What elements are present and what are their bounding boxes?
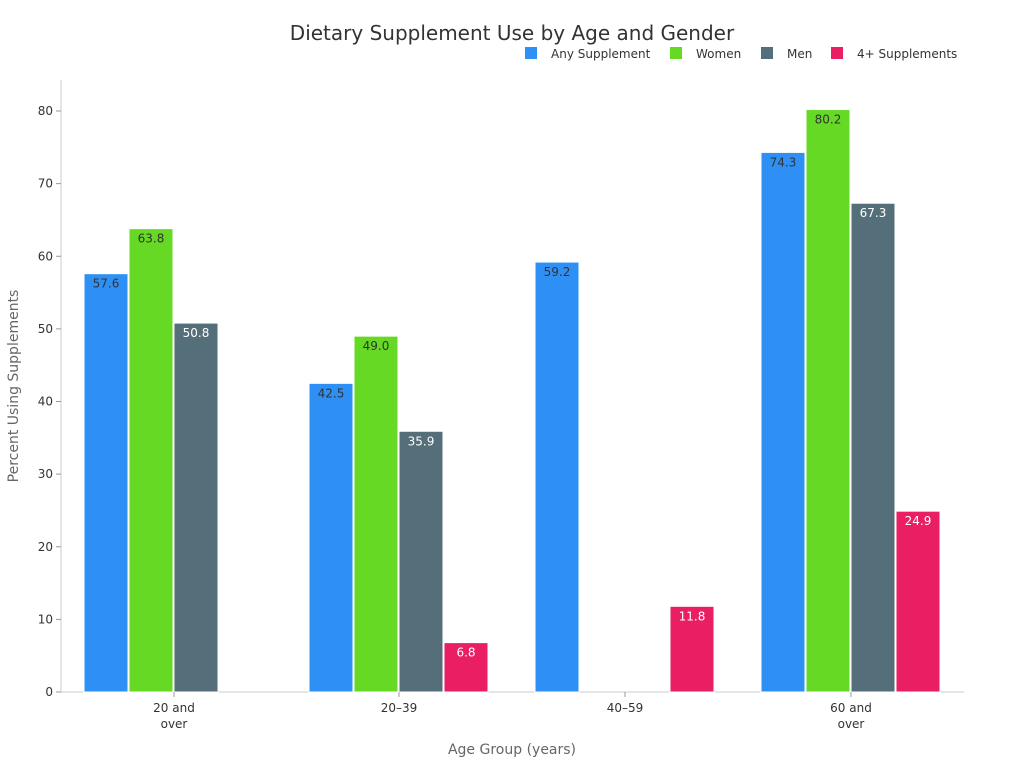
bar-any-supplement-3 [760,151,806,693]
bar-4-supplements-1 [443,642,489,693]
legend-item-women[interactable]: Women [670,47,741,61]
x-tick-label-0: 20 and over [153,701,195,731]
bar-label-any-supplement-0: 57.6 [93,277,120,291]
legend-label-any-supplement: Any Supplement [551,47,651,61]
y-tick-label: 40 [38,395,53,409]
y-tick-label: 20 [38,540,53,554]
y-tick-label: 60 [38,249,53,263]
bar-label-women-3: 80.2 [815,113,842,127]
y-tick-label: 10 [38,612,53,626]
bar-women-1 [353,335,399,693]
bar-label-4-supplements-3: 24.9 [905,514,932,528]
legend-item-4-supplements[interactable]: 4+ Supplements [831,47,957,61]
legend-label-women: Women [696,47,741,61]
legend-item-any-supplement[interactable]: Any Supplement [525,47,651,61]
legend: Any Supplement Women Men 4+ Supplements [525,47,957,61]
bars: 57.6 42.5 59.2 74.3 63.8 49.0 80.2 50.8 35.9 67.3… [83,109,941,693]
bar-any-supplement-0 [83,273,129,693]
x-tick-label-3: 60 and over [830,701,872,731]
y-tick-label: 0 [45,685,53,699]
bar-any-supplement-1 [308,382,354,693]
bar-label-4-supplements-2: 11.8 [679,609,706,623]
legend-swatch-men [761,47,773,59]
bar-4-supplements-3 [895,510,941,693]
x-tick-label-1: 20–39 [381,701,418,715]
plot-area: 0 10 20 30 40 50 60 70 80 57.6 42.5 59.2 74.3 63.8 49… [38,80,964,731]
legend-swatch-women [670,47,682,59]
bar-women-0 [128,228,174,693]
y-axis-label: Percent Using Supplements [6,290,22,483]
chart-title: Dietary Supplement Use by Age and Gender [290,21,735,45]
x-tick-label-2: 40–59 [607,701,644,715]
bar-men-0 [173,322,219,693]
legend-swatch-any-supplement [525,47,537,59]
bar-label-men-0: 50.8 [183,326,210,340]
y-axis-ticks: 0 10 20 30 40 50 60 70 80 [38,104,61,699]
y-tick-label: 30 [38,467,53,481]
y-tick-label: 70 [38,177,53,191]
bar-label-men-1: 35.9 [408,434,435,448]
legend-item-men[interactable]: Men [761,47,812,61]
bar-women-3 [805,109,851,693]
bar-label-men-3: 67.3 [860,206,887,220]
bar-label-4-supplements-1: 6.8 [456,646,475,660]
y-tick-label: 80 [38,104,53,118]
bar-4-supplements-2 [669,605,715,693]
y-tick-label: 50 [38,322,53,336]
x-axis-ticks: 20 and over 20–39 40–59 60 and over [153,692,872,731]
legend-swatch-4-supplements [831,47,843,59]
bar-men-1 [398,430,444,693]
x-axis-label: Age Group (years) [448,742,576,758]
bar-label-women-0: 63.8 [138,232,165,246]
bar-any-supplement-2 [534,261,580,693]
bar-label-any-supplement-3: 74.3 [770,155,797,169]
legend-label-men: Men [787,47,812,61]
bar-label-women-1: 49.0 [363,339,390,353]
bar-men-3 [850,202,896,693]
bar-label-any-supplement-2: 59.2 [544,265,571,279]
bar-label-any-supplement-1: 42.5 [318,386,345,400]
legend-label-4-supplements: 4+ Supplements [857,47,957,61]
